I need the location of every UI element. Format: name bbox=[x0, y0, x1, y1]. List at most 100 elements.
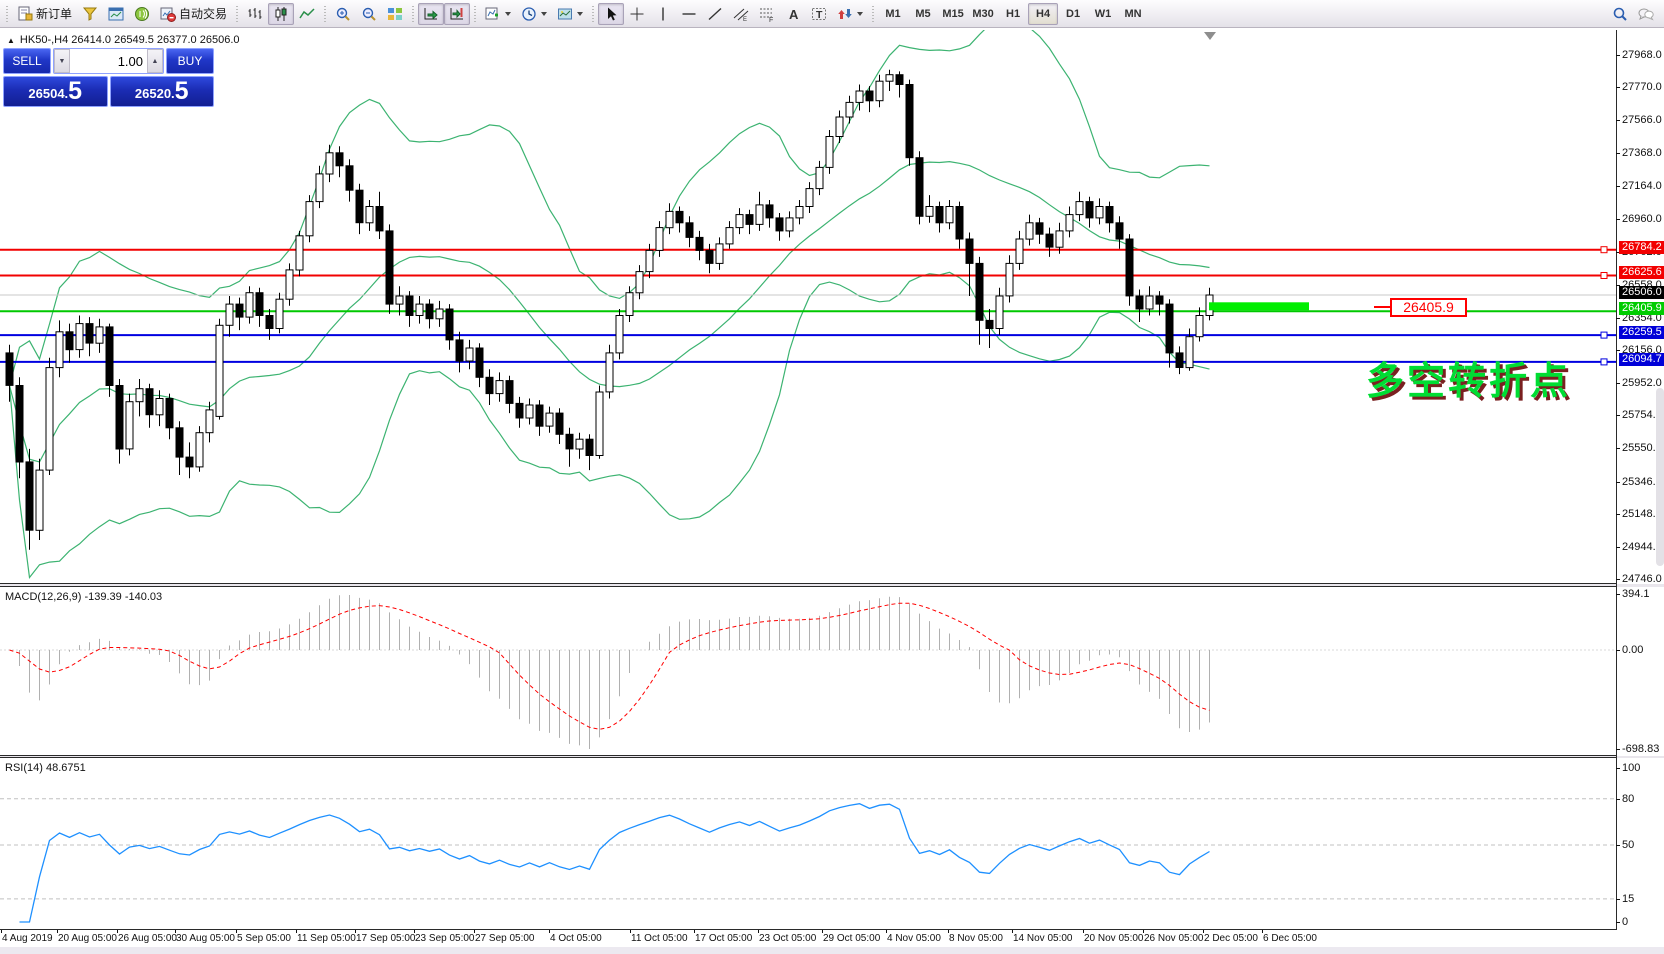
indicators-button[interactable] bbox=[480, 3, 516, 25]
time-axis[interactable]: 4 Aug 2019 20 Aug 05:00 26 Aug 05:00 30 Aug… bbox=[0, 930, 1664, 947]
clock-icon bbox=[521, 6, 537, 22]
vertical-line-button[interactable] bbox=[650, 3, 676, 25]
price-line-tag[interactable]: 26506.0 bbox=[1619, 286, 1664, 299]
time-axis-tick-mark bbox=[630, 930, 631, 933]
dropdown-arrow-icon[interactable] bbox=[577, 11, 584, 16]
timeframe-w1-button[interactable]: W1 bbox=[1094, 7, 1112, 20]
toolbar-group-grip[interactable] bbox=[5, 3, 9, 24]
template-icon bbox=[557, 6, 573, 22]
timeframe-mn-button[interactable]: MN bbox=[1124, 7, 1142, 20]
toolbar-group-grip[interactable] bbox=[323, 3, 328, 24]
timeframe-m15-button[interactable]: M15 bbox=[942, 7, 964, 20]
price-axis-tick-label: 27164.0 bbox=[1622, 180, 1662, 192]
price-line-tag[interactable]: 26094.7 bbox=[1619, 353, 1664, 366]
volume-decrease-button[interactable]: ▼ bbox=[54, 49, 70, 73]
templates-button[interactable] bbox=[552, 3, 588, 25]
panel-splitter-1[interactable] bbox=[0, 584, 1664, 587]
macd-panel-chart[interactable] bbox=[0, 587, 1616, 755]
dropdown-arrow-icon[interactable] bbox=[541, 11, 548, 16]
time-axis-label: 20 Nov 05:00 bbox=[1084, 933, 1144, 944]
timeframe-h4-button[interactable]: H4 bbox=[1028, 2, 1059, 25]
panel-collapse-icon[interactable]: ▲ bbox=[7, 35, 15, 45]
price-line-tag[interactable]: 26405.9 bbox=[1619, 302, 1664, 315]
toolbar-group-grip[interactable] bbox=[411, 3, 416, 24]
dropdown-arrow-icon[interactable] bbox=[857, 11, 864, 16]
arrows-button[interactable] bbox=[832, 3, 868, 25]
line-endpoint-handle[interactable] bbox=[1600, 272, 1608, 279]
toolbar-group-grip[interactable] bbox=[235, 3, 240, 24]
price-chart[interactable] bbox=[0, 30, 1616, 583]
auto-scroll-button[interactable] bbox=[418, 2, 445, 25]
new-order-button[interactable]: 新订单 bbox=[12, 3, 77, 25]
toolbar-group-grip[interactable] bbox=[871, 3, 876, 24]
autotrading-button[interactable]: 自动交易 bbox=[155, 3, 232, 25]
line-endpoint-handle[interactable] bbox=[1600, 358, 1608, 366]
bollinger-low-band[interactable] bbox=[8, 271, 1210, 579]
tile-windows-button[interactable] bbox=[382, 3, 408, 25]
zoom-out-button[interactable] bbox=[356, 3, 382, 25]
time-axis-label: 4 Oct 05:00 bbox=[550, 933, 602, 944]
line-endpoint-handle[interactable] bbox=[1600, 246, 1608, 254]
text-label-button[interactable]: T bbox=[806, 3, 832, 25]
vertical-scrollbar-thumb[interactable] bbox=[1656, 388, 1664, 566]
buy-button[interactable]: BUY bbox=[166, 48, 214, 74]
time-axis-tick-mark bbox=[886, 930, 887, 933]
macd-axis-label: 394.1 bbox=[1622, 588, 1650, 600]
macd-signal-line[interactable] bbox=[9, 602, 1210, 730]
price-axis-tick-mark bbox=[1616, 448, 1620, 449]
volume-increase-button[interactable]: ▲ bbox=[147, 49, 163, 73]
text-button[interactable]: A bbox=[780, 3, 806, 25]
metaeditor-button[interactable] bbox=[77, 3, 103, 25]
timeframe-m1-button[interactable]: M1 bbox=[885, 7, 901, 20]
chat-icon[interactable] bbox=[1638, 6, 1654, 22]
trendline-button[interactable] bbox=[702, 3, 728, 25]
rsi-line[interactable] bbox=[19, 803, 1210, 923]
candlestick-chart-button[interactable] bbox=[268, 2, 295, 25]
timeframe-m30-button[interactable]: M30 bbox=[972, 7, 994, 20]
dropdown-arrow-icon[interactable] bbox=[505, 11, 512, 16]
chart-shift-icon bbox=[449, 6, 465, 22]
time-axis-tick-mark bbox=[355, 930, 356, 933]
rsi-panel-chart[interactable] bbox=[0, 758, 1616, 930]
sell-price-display[interactable]: 26504. 5 bbox=[3, 76, 108, 107]
price-axis-tick-mark bbox=[1616, 547, 1620, 548]
search-icon[interactable] bbox=[1612, 6, 1628, 22]
bull-bear-turning-point-annotation: 多空转折点 bbox=[1366, 361, 1572, 403]
price-line-tag[interactable]: 26625.6 bbox=[1619, 266, 1664, 279]
timeframe-m5-button[interactable]: M5 bbox=[915, 7, 931, 20]
tile-grid-icon bbox=[387, 6, 403, 22]
toolbar-group-grip[interactable] bbox=[591, 3, 596, 24]
sounds-button[interactable] bbox=[129, 3, 155, 25]
time-axis-label: 4 Nov 05:00 bbox=[887, 933, 941, 944]
new-chart-button[interactable] bbox=[103, 3, 129, 25]
line-endpoint-handle[interactable] bbox=[1600, 331, 1608, 339]
price-axis-tick-mark bbox=[1616, 285, 1620, 286]
price-line-tag[interactable]: 26784.2 bbox=[1619, 241, 1664, 254]
price-callout-box[interactable]: 26405.9 bbox=[1390, 298, 1467, 317]
bollinger-up-band[interactable] bbox=[8, 30, 1210, 386]
time-axis-tick-mark bbox=[822, 930, 823, 933]
zoom-in-button[interactable] bbox=[330, 3, 356, 25]
timeframe-d1-button[interactable]: D1 bbox=[1066, 7, 1081, 20]
fibonacci-button[interactable]: F bbox=[754, 3, 780, 25]
price-axis-tick-mark bbox=[1616, 186, 1620, 187]
chart-shift-marker-icon[interactable] bbox=[1204, 32, 1216, 40]
cursor-button[interactable] bbox=[598, 2, 625, 25]
zoom-out-icon bbox=[361, 6, 377, 22]
crosshair-button[interactable] bbox=[624, 3, 650, 25]
timeframe-h1-button[interactable]: H1 bbox=[1006, 7, 1021, 20]
price-line-tag[interactable]: 26259.5 bbox=[1619, 326, 1664, 339]
buy-price-display[interactable]: 26520. 5 bbox=[109, 76, 214, 107]
rsi-bottom-border bbox=[0, 929, 1617, 930]
horizontal-line-button[interactable] bbox=[676, 3, 702, 25]
toolbar-group-grip[interactable] bbox=[473, 3, 478, 24]
sell-button[interactable]: SELL bbox=[3, 48, 51, 74]
volume-input[interactable] bbox=[70, 49, 147, 73]
green-highlight-bar[interactable] bbox=[1209, 302, 1309, 311]
line-chart-button[interactable] bbox=[294, 3, 320, 25]
periods-button[interactable] bbox=[516, 3, 552, 25]
bar-chart-button[interactable] bbox=[242, 3, 268, 25]
price-axis-tick-mark bbox=[1616, 579, 1620, 580]
chart-shift-button[interactable] bbox=[444, 2, 471, 25]
equidistant-channel-button[interactable]: E bbox=[728, 3, 754, 25]
